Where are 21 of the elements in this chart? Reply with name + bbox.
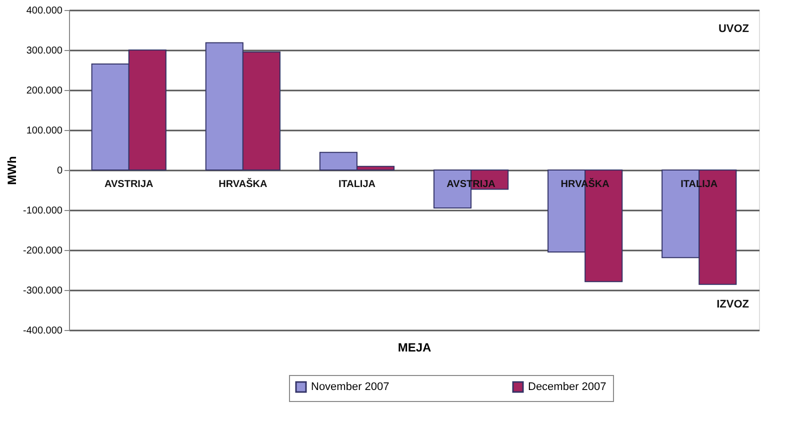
y-tick-label: -100.000 [23,206,63,216]
x-tick-label: HRVAŠKA [218,178,268,190]
y-tick-label: 0 [56,166,63,176]
x-tick-label: ITALIJA [680,179,718,190]
annotation: UVOZ [718,23,750,36]
annotation: IZVOZ [716,298,750,310]
y-axis-title: MWh [5,156,20,185]
y-tick-label: -300.000 [23,286,63,296]
x-tick-label: ITALIJA [338,179,376,190]
y-tick-label: 400.000 [26,6,63,16]
x-tick-label: AVSTRIJA [446,179,496,190]
y-tick-label: 300.000 [26,46,63,56]
legend-label: November 2007 [311,381,390,393]
x-tick-label: HRVAŠKA [560,178,610,190]
x-tick-label: AVSTRIJA [104,179,154,190]
legend-label: December 2007 [528,381,606,393]
y-tick-label: -200.000 [23,246,63,256]
y-tick-label: 100.000 [26,126,63,136]
x-axis-title: MEJA [398,340,432,354]
y-tick-label: -400.000 [23,326,63,336]
y-tick-label: 200.000 [26,86,63,96]
